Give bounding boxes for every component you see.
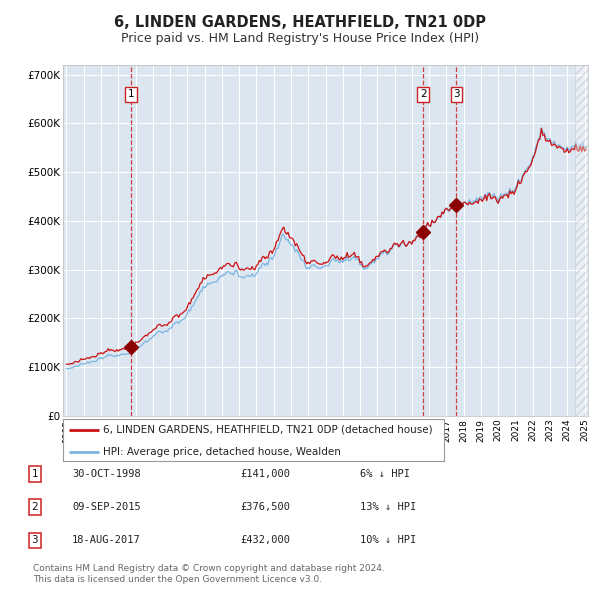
Text: 1: 1 — [128, 89, 134, 99]
Text: 13% ↓ HPI: 13% ↓ HPI — [360, 503, 416, 512]
Text: 30-OCT-1998: 30-OCT-1998 — [72, 470, 141, 479]
Text: £376,500: £376,500 — [240, 503, 290, 512]
Text: 3: 3 — [31, 536, 38, 545]
Text: 6, LINDEN GARDENS, HEATHFIELD, TN21 0DP: 6, LINDEN GARDENS, HEATHFIELD, TN21 0DP — [114, 15, 486, 30]
Text: HPI: Average price, detached house, Wealden: HPI: Average price, detached house, Weal… — [103, 447, 341, 457]
Text: 09-SEP-2015: 09-SEP-2015 — [72, 503, 141, 512]
Text: £141,000: £141,000 — [240, 470, 290, 479]
Text: 2: 2 — [420, 89, 427, 99]
Text: 6, LINDEN GARDENS, HEATHFIELD, TN21 0DP (detached house): 6, LINDEN GARDENS, HEATHFIELD, TN21 0DP … — [103, 425, 433, 434]
Text: 6% ↓ HPI: 6% ↓ HPI — [360, 470, 410, 479]
Text: Price paid vs. HM Land Registry's House Price Index (HPI): Price paid vs. HM Land Registry's House … — [121, 32, 479, 45]
Text: 18-AUG-2017: 18-AUG-2017 — [72, 536, 141, 545]
Text: 1: 1 — [31, 470, 38, 479]
Text: 10% ↓ HPI: 10% ↓ HPI — [360, 536, 416, 545]
Text: 3: 3 — [453, 89, 460, 99]
Text: £432,000: £432,000 — [240, 536, 290, 545]
Text: 2: 2 — [31, 503, 38, 512]
Text: Contains HM Land Registry data © Crown copyright and database right 2024.
This d: Contains HM Land Registry data © Crown c… — [33, 565, 385, 584]
Bar — [575, 65, 588, 416]
